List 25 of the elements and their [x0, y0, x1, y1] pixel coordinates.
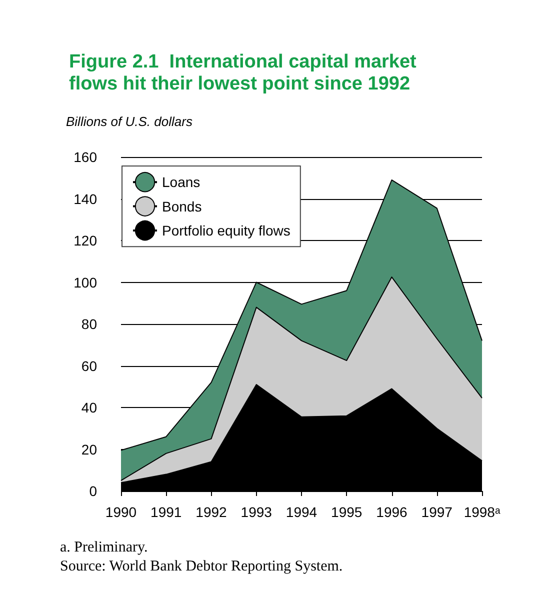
- x-tick-label: 1993: [240, 504, 272, 520]
- y-tick-label: 100: [74, 274, 98, 290]
- y-tick-label: 140: [74, 190, 98, 207]
- y-tick-label: 120: [74, 232, 98, 248]
- x-tick-label: 1990: [105, 504, 137, 520]
- x-tick-label: 1997: [421, 504, 453, 520]
- legend-label: Loans: [162, 174, 200, 190]
- y-axis-title: Billions of U.S. dollars: [66, 114, 193, 129]
- y-tick-label: 40: [81, 400, 98, 416]
- y-tick-label: 160: [74, 149, 98, 165]
- text: a. Preliminary.: [60, 540, 148, 556]
- legend-label: Portfolio equity flows: [162, 222, 290, 238]
- x-tick-label: 1992: [196, 504, 228, 520]
- y-tick-label: 80: [81, 316, 98, 332]
- y-tick-label: 60: [81, 358, 98, 374]
- x-tick-label: 1994: [286, 504, 318, 520]
- source-note: Source: World Bank Debtor Reporting System.: [60, 558, 343, 574]
- legend-label: Bonds: [162, 198, 202, 214]
- x-tick-label: 1991: [150, 504, 182, 520]
- chart-title: Figure 2.1 International capital market flows hit their lowest point since 1992: [69, 52, 418, 94]
- y-tick-label: 20: [81, 441, 98, 458]
- x-tick-label: 1998ᵃ: [464, 504, 501, 520]
- x-tick-label: 1995: [331, 504, 362, 520]
- y-tick-label: 0: [89, 483, 98, 499]
- x-tick-label: 1996: [376, 504, 408, 520]
